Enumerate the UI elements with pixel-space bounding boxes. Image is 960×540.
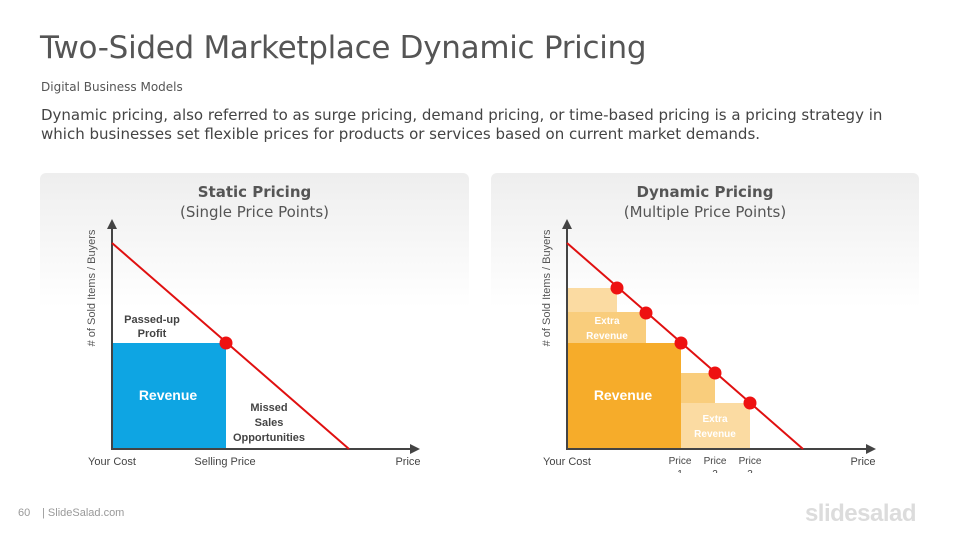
static-panel-subtitle: (Single Price Points) bbox=[179, 203, 329, 221]
page-title: Two-Sided Marketplace Dynamic Pricing bbox=[40, 30, 647, 66]
dynamic-panel-title: Dynamic Pricing bbox=[636, 183, 774, 201]
dynamic-extra-bottom-line1: Extra bbox=[702, 414, 727, 425]
static-price-point bbox=[219, 336, 233, 350]
page-description: Dynamic pricing, also referred to as sur… bbox=[41, 106, 883, 143]
dynamic-pricing-diagram: # of Sold Items / Buyers Extra Revenue R… bbox=[541, 219, 876, 473]
static-x-label-your-cost: Your Cost bbox=[88, 456, 136, 468]
dynamic-extra-top-line2: Revenue bbox=[586, 331, 628, 342]
static-y-axis-label: # of Sold Items / Buyers bbox=[86, 229, 98, 346]
dynamic-x-label-price3-line2: 3 bbox=[747, 469, 753, 473]
dynamic-x-label-your-cost: Your Cost bbox=[543, 456, 591, 468]
dynamic-extra-step2 bbox=[567, 312, 646, 343]
dynamic-x-label-price1-line2: 1 bbox=[677, 469, 683, 473]
dynamic-panel-subtitle: (Multiple Price Points) bbox=[623, 203, 787, 221]
dynamic-x-label-price1-line1: Price bbox=[669, 456, 692, 467]
dynamic-extra-bottom-line2: Revenue bbox=[694, 429, 736, 440]
static-x-axis-arrow bbox=[410, 444, 420, 454]
brand-logo: slidesalad bbox=[804, 500, 917, 527]
static-panel-title: Static Pricing bbox=[197, 183, 312, 201]
dynamic-x-axis-arrow bbox=[866, 444, 876, 454]
dynamic-price-point-2 bbox=[639, 306, 653, 320]
footer-site-link[interactable]: | SlideSalad.com bbox=[42, 507, 125, 519]
dynamic-extra-top-line1: Extra bbox=[594, 316, 619, 327]
dynamic-x-label-price2-line2: 2 bbox=[712, 469, 718, 473]
static-missed-line2: Sales bbox=[255, 417, 284, 429]
dynamic-pricing-panel: Dynamic Pricing (Multiple Price Points) … bbox=[491, 173, 919, 473]
static-y-axis-arrow bbox=[107, 219, 117, 229]
page-number: 60 bbox=[18, 507, 31, 519]
dynamic-revenue-label: Revenue bbox=[594, 387, 653, 403]
static-passed-up-line2: Profit bbox=[138, 328, 167, 340]
static-revenue-label: Revenue bbox=[139, 387, 198, 403]
static-revenue-area bbox=[112, 343, 226, 449]
dynamic-x-label-price2-line1: Price bbox=[704, 456, 727, 467]
static-x-label-price: Price bbox=[395, 456, 420, 468]
static-missed-line3: Opportunities bbox=[233, 432, 305, 444]
dynamic-y-axis-label: # of Sold Items / Buyers bbox=[541, 229, 553, 346]
dynamic-x-label-price3-line1: Price bbox=[739, 456, 762, 467]
static-x-label-selling-price: Selling Price bbox=[194, 456, 255, 468]
static-pricing-diagram: # of Sold Items / Buyers Passed-up Profi… bbox=[86, 219, 421, 468]
dynamic-revenue-area bbox=[567, 343, 681, 449]
dynamic-extra-step1 bbox=[567, 288, 617, 312]
dynamic-y-axis-arrow bbox=[562, 219, 572, 229]
dynamic-x-label-price: Price bbox=[850, 456, 875, 468]
dynamic-extra-step3 bbox=[681, 373, 715, 403]
static-passed-up-line1: Passed-up bbox=[124, 314, 180, 326]
dynamic-price-point-1 bbox=[610, 281, 624, 295]
dynamic-extra-step4 bbox=[681, 403, 750, 449]
dynamic-price-point-4 bbox=[708, 366, 722, 380]
page-subtitle: Digital Business Models bbox=[41, 80, 183, 94]
dynamic-price-point-5 bbox=[743, 396, 757, 410]
dynamic-price-point-3 bbox=[674, 336, 688, 350]
static-pricing-panel: Static Pricing (Single Price Points) # o… bbox=[40, 173, 469, 473]
static-missed-line1: Missed bbox=[250, 402, 287, 414]
